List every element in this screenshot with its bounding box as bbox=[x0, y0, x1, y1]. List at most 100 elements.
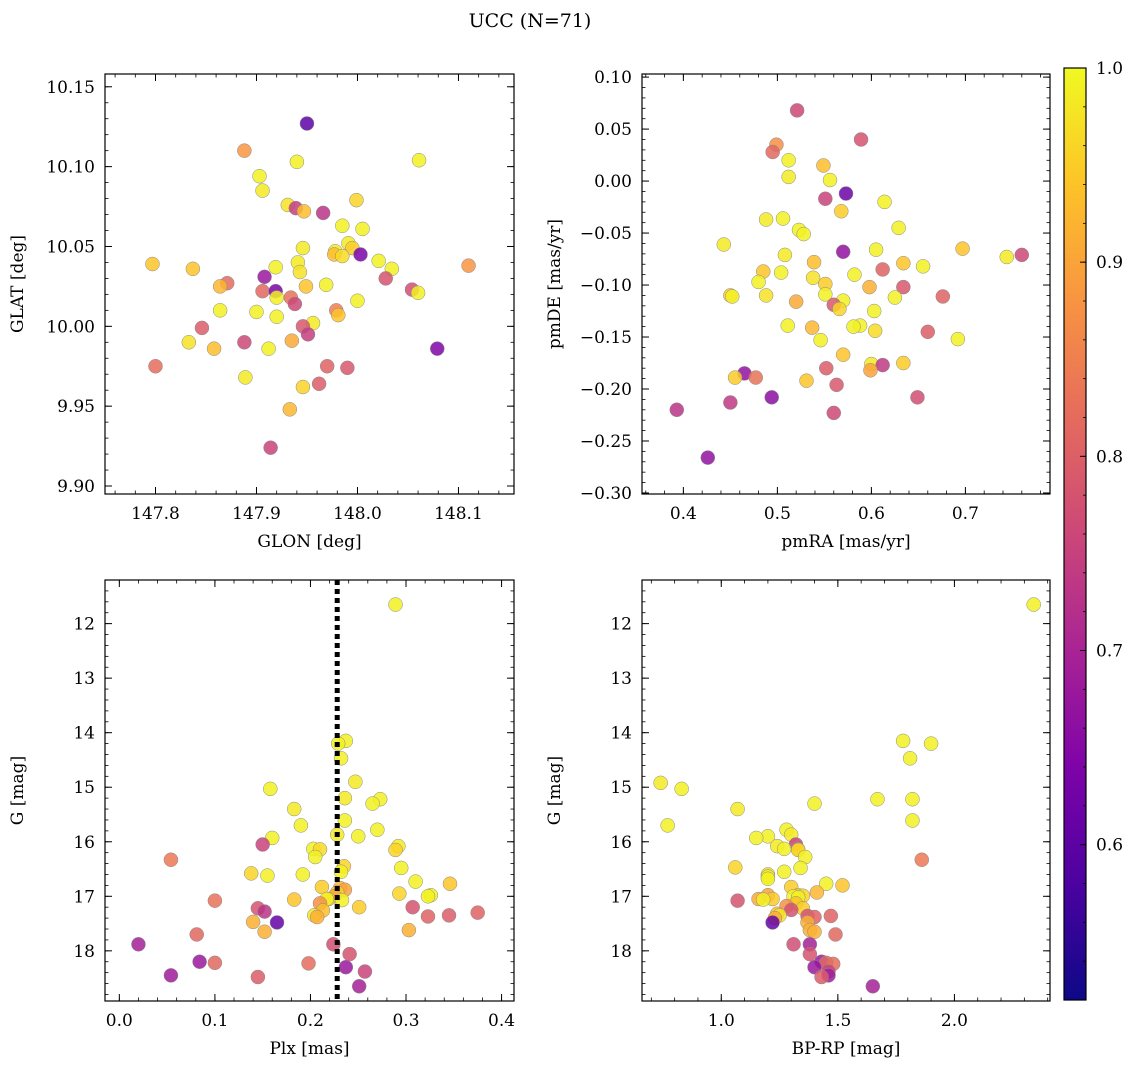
x-tick-label: 0.4 bbox=[670, 504, 697, 524]
data-point bbox=[163, 852, 179, 868]
data-point bbox=[388, 597, 403, 612]
data-point bbox=[829, 377, 844, 393]
data-point bbox=[835, 244, 851, 260]
data-point bbox=[823, 908, 839, 924]
y-tick-label: −0.20 bbox=[580, 380, 632, 400]
data-point bbox=[298, 279, 314, 294]
axes-frame bbox=[641, 73, 1051, 495]
x-tick-label: 0.4 bbox=[488, 1011, 515, 1031]
axes-frame bbox=[104, 579, 515, 1002]
data-point bbox=[955, 241, 970, 256]
data-point bbox=[853, 132, 869, 147]
y-tick-label: 16 bbox=[610, 833, 632, 853]
data-point bbox=[349, 192, 364, 208]
data-point bbox=[813, 332, 828, 348]
data-point bbox=[371, 253, 386, 269]
x-tick-label: 0.7 bbox=[952, 504, 979, 524]
data-point bbox=[896, 255, 911, 271]
colorbar-tick-label: 1.0 bbox=[1096, 59, 1123, 79]
data-point bbox=[887, 290, 903, 305]
points-plx-g bbox=[131, 597, 485, 994]
data-point bbox=[866, 303, 882, 319]
colorbar: 0.6 0.7 0.8 0.9 1.0 bbox=[1063, 59, 1123, 1001]
data-point bbox=[786, 937, 801, 952]
data-point bbox=[765, 915, 780, 930]
data-point bbox=[788, 294, 804, 309]
data-point bbox=[337, 813, 353, 828]
data-point bbox=[206, 341, 222, 356]
data-point bbox=[905, 791, 920, 807]
data-point bbox=[269, 915, 285, 930]
data-point bbox=[378, 271, 393, 286]
data-point bbox=[730, 801, 745, 817]
data-point bbox=[1026, 597, 1041, 612]
data-point bbox=[309, 909, 325, 925]
data-point bbox=[335, 218, 350, 233]
data-point bbox=[826, 405, 842, 421]
y-tick-label: 15 bbox=[610, 778, 632, 798]
data-point bbox=[295, 379, 311, 395]
data-point bbox=[300, 327, 316, 342]
data-point bbox=[245, 914, 261, 930]
y-tick-label: −0.30 bbox=[580, 484, 632, 504]
data-point bbox=[295, 867, 311, 882]
data-point bbox=[263, 440, 278, 455]
data-point bbox=[353, 247, 368, 262]
x-tick-label: 0.5 bbox=[764, 504, 791, 524]
points-sky bbox=[145, 116, 476, 455]
data-point bbox=[181, 335, 197, 350]
data-point bbox=[351, 899, 367, 915]
data-point bbox=[806, 254, 822, 270]
data-point bbox=[723, 395, 738, 410]
colorbar-tick-label: 0.7 bbox=[1096, 642, 1123, 662]
data-point bbox=[207, 893, 223, 908]
data-point bbox=[834, 203, 849, 219]
data-point bbox=[148, 358, 163, 374]
figure-title: UCC (N=71) bbox=[469, 10, 592, 32]
data-point bbox=[212, 303, 228, 318]
data-point bbox=[935, 289, 951, 304]
y-tick-label: 17 bbox=[73, 887, 95, 907]
data-point bbox=[950, 331, 966, 347]
data-point bbox=[255, 283, 270, 299]
x-tick-label: 148.1 bbox=[434, 504, 483, 524]
data-point bbox=[891, 220, 906, 236]
data-point bbox=[286, 801, 302, 817]
data-point bbox=[816, 158, 831, 173]
data-point bbox=[809, 885, 825, 900]
data-point bbox=[255, 183, 270, 198]
data-point bbox=[653, 775, 668, 791]
colorbar-gradient bbox=[1063, 67, 1087, 1001]
data-point bbox=[315, 205, 331, 221]
points-proper-motion bbox=[669, 103, 1030, 465]
data-point bbox=[818, 287, 833, 302]
data-point bbox=[410, 285, 426, 301]
x-tick-label: 1.5 bbox=[824, 1011, 851, 1031]
data-point bbox=[777, 247, 793, 263]
data-point bbox=[868, 242, 884, 257]
data-point bbox=[252, 168, 267, 184]
y-axis-label: GLAT [deg] bbox=[8, 235, 28, 333]
panel-plx-g: 0.0 0.1 0.2 0.3 0.4 12 13 14 15 16 17 18 Plx [mas] G … bbox=[8, 579, 515, 1059]
data-point bbox=[301, 956, 316, 971]
y-tick-label: 10.15 bbox=[46, 78, 95, 98]
data-point bbox=[776, 864, 792, 880]
y-tick-label: 9.95 bbox=[57, 397, 95, 417]
data-point bbox=[1014, 247, 1030, 263]
x-axis-label: Plx [mas] bbox=[269, 1039, 349, 1059]
data-point bbox=[365, 796, 380, 811]
data-point bbox=[401, 922, 417, 938]
data-point bbox=[818, 876, 834, 892]
x-tick-label: 148.0 bbox=[333, 504, 382, 524]
y-tick-label: 14 bbox=[610, 724, 632, 744]
x-axis-label: BP-RP [mag] bbox=[792, 1039, 901, 1059]
y-tick-label: 18 bbox=[610, 942, 632, 962]
data-point bbox=[268, 259, 283, 275]
data-point bbox=[207, 955, 223, 971]
x-tick-label: 0.0 bbox=[106, 1011, 133, 1031]
data-point bbox=[420, 889, 436, 904]
data-point bbox=[238, 370, 253, 385]
data-point bbox=[832, 301, 847, 317]
data-point bbox=[814, 969, 829, 985]
data-point bbox=[351, 979, 367, 994]
